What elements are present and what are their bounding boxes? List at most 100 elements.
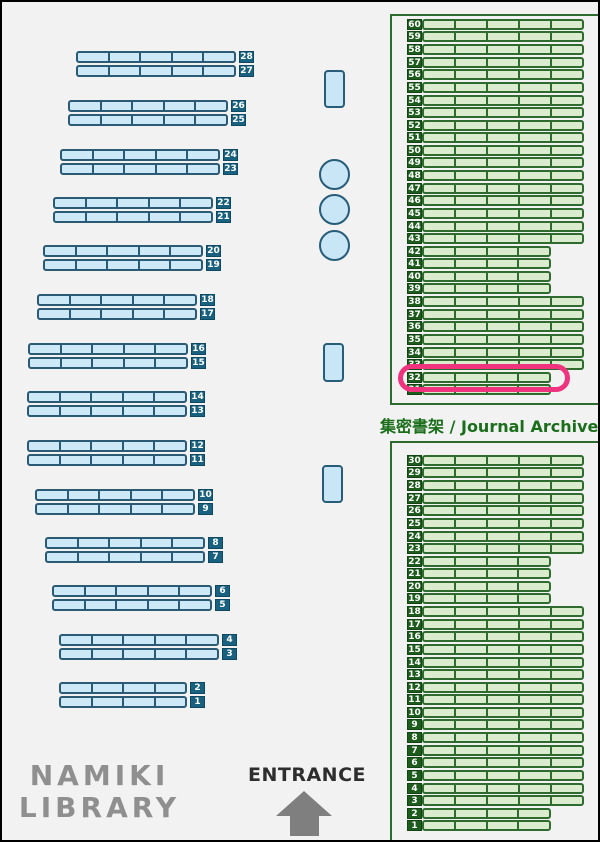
shelf-segment [424, 495, 454, 502]
shelf-segment [66, 505, 99, 513]
archive-shelf-row-2 [422, 808, 551, 819]
archive-shelf-row-38 [422, 296, 584, 307]
shelf-segment [550, 785, 582, 792]
shelf-segment [486, 671, 518, 678]
shelf-segment [550, 759, 582, 766]
shelf-segment [58, 456, 91, 464]
archive-shelf-row-42 [422, 246, 551, 257]
shelf-segment [424, 59, 454, 66]
archive-shelf-row-16 [422, 631, 584, 642]
shelf-segment [161, 505, 193, 513]
shelf-segment [54, 587, 84, 595]
shelf-segment [518, 671, 550, 678]
shelf-segment [424, 84, 454, 91]
shelf-row-20 [43, 245, 203, 257]
shelf-segment [454, 495, 486, 502]
shelf-segment [486, 349, 518, 356]
shelf-segment [91, 151, 124, 159]
archive-shelf-number-tag: 47 [407, 183, 422, 194]
shelf-segment [486, 659, 518, 666]
archive-shelf-number-tag: 46 [407, 195, 422, 206]
shelf-segment [30, 345, 60, 353]
shelf-row-23 [60, 163, 220, 175]
shelf-segment [123, 151, 155, 159]
shelf-segment [424, 797, 454, 804]
shelf-segment [486, 71, 518, 78]
shelf-row-14 [27, 391, 187, 403]
shelf-segment [486, 747, 518, 754]
shelf-segment [518, 721, 550, 728]
archive-shelf-number-tag: 21 [407, 568, 422, 579]
archive-shelf-row-43 [422, 233, 584, 244]
shelf-number-tag: 2 [190, 682, 205, 694]
shelf-row-2 [59, 682, 187, 694]
shelf-segment [161, 491, 193, 499]
shelf-segment [139, 539, 172, 547]
shelf-segment [486, 721, 518, 728]
shelf-number-tag: 18 [200, 294, 215, 306]
archive-shelf-row-13 [422, 669, 584, 680]
shelf-segment [454, 659, 486, 666]
archive-shelf-number-tag: 60 [407, 19, 422, 30]
shelf-segment [424, 646, 454, 653]
shelf-segment [424, 684, 454, 691]
archive-shelf-row-52 [422, 120, 584, 131]
shelf-segment [518, 621, 550, 628]
entrance-arrow-icon [276, 791, 332, 816]
shelf-segment [486, 235, 518, 242]
shelf-segment [454, 21, 486, 28]
shelf-segment [517, 570, 549, 577]
shelf-segment [550, 659, 582, 666]
shelf-segment [517, 248, 549, 255]
shelf-segment [424, 822, 454, 829]
shelf-segment [99, 116, 132, 124]
shelf-segment [486, 185, 518, 192]
shelf-segment [424, 185, 454, 192]
library-name-line1: NAMIKI [29, 759, 170, 792]
shelf-segment [518, 210, 550, 217]
shelf-segment [83, 601, 116, 609]
shelf-segment [424, 772, 454, 779]
archive-shelf-number-tag: 55 [407, 82, 422, 93]
shelf-segment [486, 210, 518, 217]
archive-shelf-number-tag: 19 [407, 593, 422, 604]
shelf-segment [550, 671, 582, 678]
shelf-number-tag: 28 [239, 51, 254, 63]
shelf-segment [550, 235, 582, 242]
shelf-segment [91, 359, 123, 367]
shelf-segment [424, 210, 454, 217]
shelf-segment [424, 810, 454, 817]
shelf-segment [202, 67, 234, 75]
archive-shelf-row-44 [422, 221, 584, 232]
shelf-segment [550, 457, 582, 464]
archive-shelf-number-tag: 29 [407, 467, 422, 478]
shelf-segment [550, 97, 582, 104]
shelf-segment [100, 296, 132, 304]
shelf-segment [129, 505, 162, 513]
shelf-segment [550, 59, 582, 66]
shelf-segment [453, 558, 486, 565]
shelf-segment [454, 507, 486, 514]
shelf-segment [424, 696, 454, 703]
shelf-segment [550, 159, 582, 166]
shelf-segment [550, 197, 582, 204]
shelf-segment [454, 59, 486, 66]
shelf-segment [122, 698, 154, 706]
shelf-segment [70, 116, 100, 124]
shelf-segment [518, 633, 550, 640]
shelf-segment [454, 646, 486, 653]
shelf-segment [485, 583, 518, 590]
shelf-segment [100, 310, 132, 318]
shelf-row-13 [27, 405, 187, 417]
shelf-segment [454, 671, 486, 678]
shelf-segment [106, 247, 138, 255]
shelf-segment [486, 33, 518, 40]
shelf-segment [486, 785, 518, 792]
shelf-segment [550, 172, 582, 179]
archive-shelf-row-32 [422, 372, 551, 383]
shelf-segment [518, 349, 550, 356]
archive-shelf-number-tag: 18 [407, 606, 422, 617]
shelf-row-6 [52, 585, 212, 597]
shelf-segment [454, 533, 486, 540]
shelf-segment [518, 159, 550, 166]
